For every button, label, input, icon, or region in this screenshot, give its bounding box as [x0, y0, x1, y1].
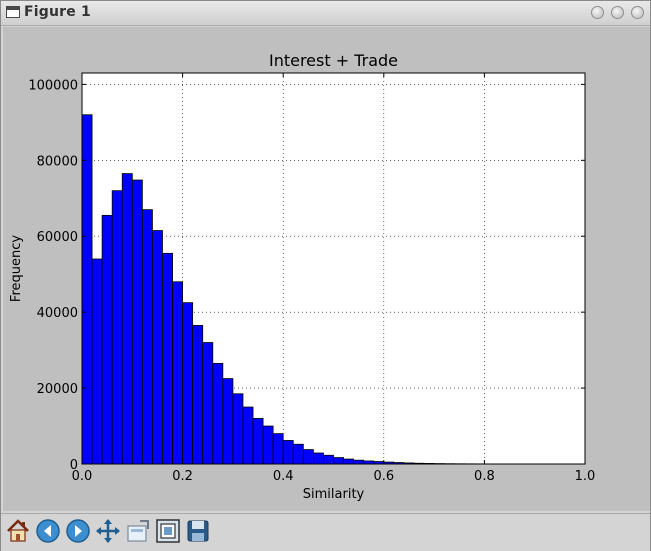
zoom-icon[interactable]: [124, 517, 152, 545]
histogram-bar: [131, 179, 143, 465]
x-axis-label: Similarity: [303, 487, 365, 502]
histogram-bar: [282, 440, 294, 465]
histogram-bar: [262, 425, 274, 465]
y-tick-label: 0: [70, 458, 78, 473]
close-button[interactable]: [631, 6, 644, 19]
y-tick-label: 20000: [37, 382, 78, 397]
histogram-bar: [111, 190, 123, 465]
histogram-bar: [222, 378, 234, 465]
y-tick-label: 60000: [37, 230, 78, 245]
x-tick-label: 1.0: [575, 469, 596, 484]
title-bar[interactable]: Figure 1: [1, 1, 650, 26]
subplots-icon[interactable]: [154, 517, 182, 545]
histogram-bar: [152, 230, 163, 465]
histogram-bar: [252, 418, 264, 465]
histogram-bar: [302, 449, 314, 465]
pan-icon[interactable]: [94, 517, 122, 545]
maximize-button[interactable]: [611, 6, 624, 19]
histogram-bar: [312, 452, 324, 465]
histogram-bar: [232, 393, 244, 465]
x-tick-label: 0.4: [273, 469, 294, 484]
home-icon[interactable]: [4, 517, 32, 545]
axes-frame: [81, 72, 586, 465]
histogram-bar: [242, 406, 254, 465]
histogram-bar: [272, 433, 284, 465]
histogram-bar: [81, 114, 93, 465]
histogram-bar: [212, 363, 224, 465]
histogram-bar: [343, 458, 355, 465]
histogram-bar: [162, 252, 173, 465]
histogram-bar: [101, 214, 113, 465]
histogram-bar: [121, 173, 133, 465]
histogram-bar: [192, 325, 204, 465]
histogram-bar: [323, 454, 334, 465]
navigation-toolbar: [1, 513, 650, 551]
back-icon[interactable]: [34, 517, 62, 545]
histogram-bar: [333, 457, 344, 465]
minimize-button[interactable]: [591, 6, 604, 19]
window-title: Figure 1: [24, 4, 91, 20]
y-tick-label: 80000: [37, 154, 78, 169]
x-tick-label: 0.6: [373, 469, 394, 484]
save-icon[interactable]: [184, 517, 212, 545]
histogram-bar: [292, 443, 304, 465]
histogram-bar: [91, 258, 103, 465]
figure-canvas[interactable]: 0.0 0.2 0.4 0.6 0.8 1.0 0 20000 40000 60000 80000 1…: [3, 27, 650, 511]
x-tick-label: 0.0: [72, 469, 93, 484]
histogram-bar: [353, 459, 365, 465]
chart-title: Interest + Trade: [269, 51, 398, 70]
y-axis-label: Frequency: [9, 235, 24, 302]
histogram-bar: [182, 302, 194, 465]
histogram-chart: 0.0 0.2 0.4 0.6 0.8 1.0 0 20000 40000 60000 80000 1…: [9, 51, 596, 502]
x-tick-label: 0.8: [474, 469, 495, 484]
histogram-bar: [141, 209, 153, 465]
window-icon: [6, 6, 20, 18]
histogram-bar: [202, 342, 214, 465]
y-tick-label: 100000: [28, 78, 78, 93]
histogram-bar: [172, 281, 183, 465]
y-tick-label: 40000: [37, 306, 78, 321]
forward-icon[interactable]: [64, 517, 92, 545]
x-tick-label: 0.2: [172, 469, 193, 484]
